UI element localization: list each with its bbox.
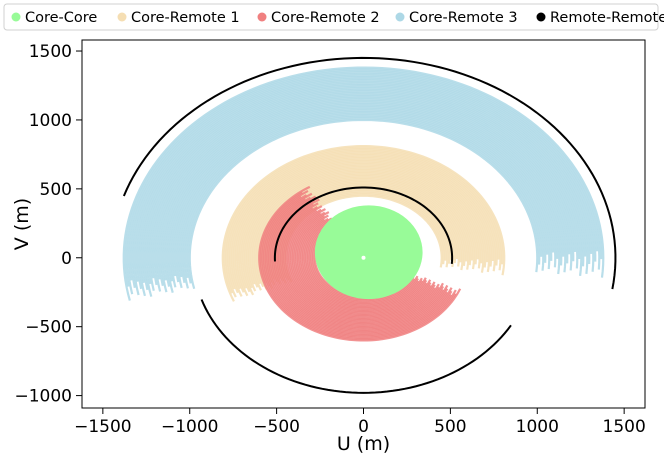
legend-marker — [396, 13, 405, 22]
y-tick-label: 500 — [40, 180, 72, 200]
y-tick-label: −1000 — [14, 387, 72, 407]
y-axis-label: V (m) — [11, 198, 33, 250]
x-tick-label: 1000 — [516, 417, 559, 437]
series-core-core — [315, 205, 423, 299]
legend: Core-Core Core-Remote 1 Core-Remote 2 Core-… — [4, 4, 664, 30]
y-tick-label: −500 — [25, 318, 72, 338]
x-tick-label: 500 — [434, 417, 466, 437]
legend-marker — [258, 13, 267, 22]
legend-label: Core-Core — [25, 10, 97, 26]
x-tick-label: −1000 — [161, 417, 219, 437]
legend-marker — [537, 13, 546, 22]
legend-item-core-core: Core-Core — [12, 10, 98, 26]
y-tick-label: 1000 — [29, 111, 72, 131]
legend-item-core-remote-3: Core-Remote 3 — [396, 10, 518, 26]
x-tick-label: −1500 — [74, 417, 132, 437]
legend-marker — [118, 13, 127, 22]
x-tick-label: 1500 — [603, 417, 646, 437]
legend-label: Core-Remote 2 — [271, 10, 380, 26]
y-tick-label: 0 — [61, 249, 72, 269]
legend-label: Core-Remote 1 — [131, 10, 240, 26]
legend-label: Remote-Remote — [550, 10, 664, 26]
legend-item-core-remote-1: Core-Remote 1 — [118, 10, 240, 26]
data-layer — [124, 58, 616, 393]
x-tick-label: −500 — [253, 417, 300, 437]
uv-origin-gap — [362, 256, 366, 260]
uv-core-disk — [315, 205, 423, 299]
legend-marker — [12, 13, 21, 22]
legend-item-remote-remote: Remote-Remote — [537, 10, 664, 26]
y-tick-label: 1500 — [29, 42, 72, 62]
legend-label: Core-Remote 3 — [409, 10, 518, 26]
x-axis-label: U (m) — [337, 433, 390, 455]
legend-item-core-remote-2: Core-Remote 2 — [258, 10, 380, 26]
